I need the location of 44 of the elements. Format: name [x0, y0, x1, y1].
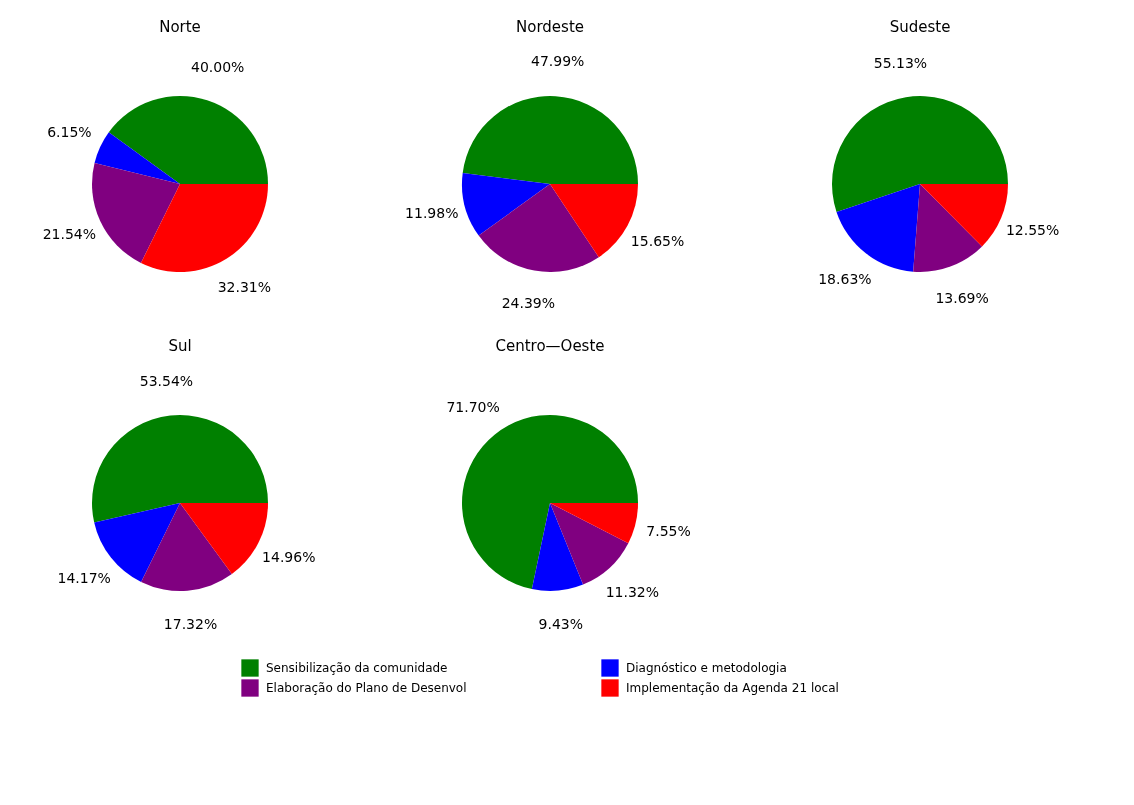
- pie-slice: [836, 184, 920, 272]
- data-label: 53.54%: [139, 372, 194, 389]
- pie-slice: [550, 503, 638, 544]
- pie-slice: [140, 184, 268, 272]
- pie-slice: [920, 184, 1008, 247]
- data-label: 71.70%: [446, 399, 500, 416]
- chart-title: Sul: [168, 337, 192, 355]
- data-label: 11.98%: [405, 205, 459, 222]
- pie-slice: [550, 503, 629, 585]
- data-label: 12.55%: [1005, 221, 1060, 238]
- pie-slice: [141, 503, 232, 591]
- chart-title: Norte: [159, 18, 201, 36]
- data-label: 6.15%: [47, 123, 92, 140]
- legend-label: Sensibilização da comunidade: [266, 661, 448, 675]
- pie-slice: [92, 415, 268, 523]
- chart-title: Sudeste: [889, 18, 951, 36]
- data-label: 55.13%: [873, 54, 928, 71]
- pie-slice: [108, 96, 268, 184]
- data-label: 9.43%: [538, 615, 584, 632]
- data-label: 47.99%: [531, 53, 585, 70]
- legend-label: Elaboração do Plano de Desenvol: [266, 681, 467, 695]
- pie-slice: [462, 96, 638, 184]
- pie-slice: [531, 503, 584, 591]
- chart-title: Centro—Oeste: [495, 337, 605, 355]
- data-label: 17.32%: [163, 615, 218, 632]
- data-label: 40.00%: [191, 58, 245, 75]
- pie-slice: [832, 96, 1008, 212]
- legend-label: Implementação da Agenda 21 local: [626, 681, 839, 695]
- pie-slice: [478, 184, 599, 272]
- data-label: 24.39%: [501, 295, 556, 312]
- data-label: 15.65%: [630, 232, 685, 249]
- data-label: 7.55%: [646, 522, 691, 539]
- data-label: 11.32%: [605, 584, 660, 601]
- data-label: 32.31%: [217, 278, 272, 295]
- pie-slice: [94, 132, 180, 184]
- pie-slice: [462, 172, 550, 236]
- data-label: 14.17%: [57, 569, 111, 586]
- chart-title: Nordeste: [516, 18, 584, 36]
- data-label: 21.54%: [42, 226, 97, 243]
- data-label: 14.96%: [262, 549, 316, 566]
- data-label: 13.69%: [935, 289, 989, 306]
- legend-label: Diagnóstico e metodologia: [626, 661, 787, 675]
- pie-slice: [913, 184, 983, 272]
- data-label: 18.63%: [818, 271, 872, 288]
